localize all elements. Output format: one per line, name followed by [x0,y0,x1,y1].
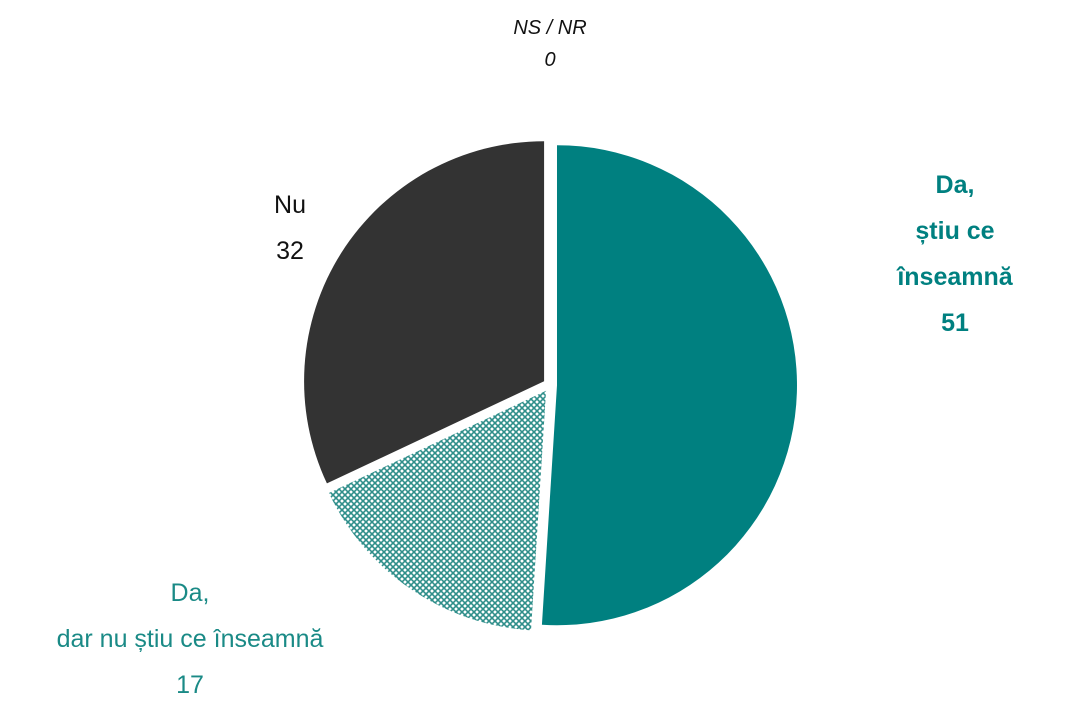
category-name: Da, dar nu știu ce înseamnă [56,579,324,653]
value-label: 17 [176,671,204,699]
slice-label: Nu 32 [274,182,306,274]
value-label: 32 [276,237,304,265]
pie-slice [304,141,545,484]
category-name: Nu [274,191,306,219]
slice-label: Da, dar nu știu ce înseamnă 17 [57,570,324,708]
category-name: Da, știu ce înseamnă [897,171,1013,291]
pie-slice [541,145,797,626]
slice-label: Da, știu ce înseamnă 51 [892,162,1019,346]
category-name: NS / NR [513,17,587,39]
pie-slice [328,390,547,631]
slice-label: NS / NR 0 [513,12,586,76]
value-label: 51 [941,309,969,337]
value-label: 0 [544,49,556,71]
